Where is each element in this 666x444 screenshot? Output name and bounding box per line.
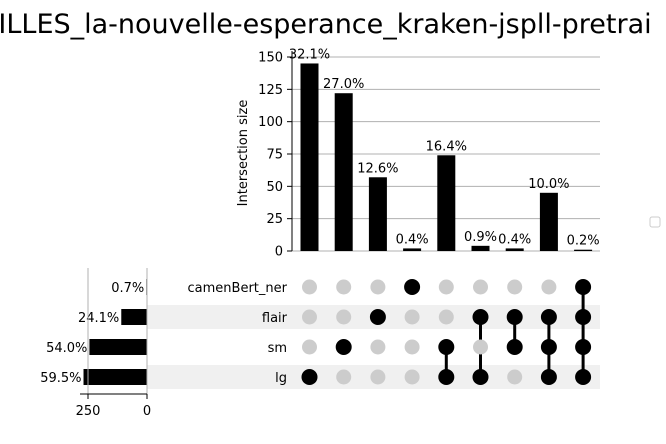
matrix-dot-inactive — [507, 279, 523, 295]
intersection-bar — [334, 93, 353, 251]
matrix-dot-inactive — [404, 339, 420, 355]
y-tick-label: 25 — [266, 212, 283, 227]
bar-data-label: 0.4% — [396, 232, 429, 247]
matrix-dot-active — [575, 369, 592, 385]
set-name-label: sm — [268, 341, 287, 356]
set-size-tick-label: 250 — [76, 404, 101, 419]
matrix-dot-active — [438, 369, 455, 385]
set-name-label: camenBert_ner — [188, 281, 288, 296]
matrix-dot-inactive — [336, 309, 352, 325]
bar-data-label: 0.4% — [498, 232, 531, 247]
bar-data-label: 27.0% — [323, 77, 364, 92]
bar-data-label: 0.9% — [464, 230, 497, 245]
legend-box — [649, 216, 661, 228]
matrix-dot-inactive — [336, 369, 352, 385]
matrix-dot-inactive — [507, 369, 523, 385]
matrix-dot-inactive — [302, 309, 317, 325]
bar-data-label: 16.4% — [426, 139, 467, 154]
set-size-label: 0.7% — [111, 281, 144, 296]
matrix-dot-active — [575, 279, 592, 295]
matrix-dot-active — [404, 279, 421, 295]
bar-data-label: 0.2% — [567, 234, 600, 249]
intersection-bar — [471, 245, 490, 251]
matrix-dot-inactive — [404, 309, 420, 325]
y-tick-label: 75 — [266, 148, 283, 163]
matrix-dot-inactive — [473, 279, 488, 295]
intersection-bar — [403, 248, 422, 251]
bar-data-label: 32.1% — [289, 47, 330, 62]
intersection-bar — [437, 155, 456, 251]
set-size-label: 54.0% — [46, 341, 87, 356]
bar-data-label: 12.6% — [357, 161, 398, 176]
matrix-dot-active — [540, 309, 557, 325]
bar-data-label: 10.0% — [528, 177, 569, 192]
y-tick-label: 0 — [275, 245, 283, 260]
matrix-dot-active — [575, 309, 592, 325]
matrix-dot-inactive — [404, 369, 420, 385]
chart-title: ILLES_la-nouvelle-esperance_kraken-jspll… — [0, 9, 652, 40]
matrix-dot-inactive — [370, 279, 386, 295]
matrix-dot-active — [575, 339, 592, 355]
intersection-bar — [539, 192, 558, 251]
matrix-dot-active — [301, 369, 318, 385]
set-name-label: flair — [262, 311, 288, 326]
y-tick-label: 50 — [266, 180, 283, 195]
intersection-bar — [300, 63, 319, 251]
matrix-dot-active — [472, 309, 489, 325]
y-tick-label: 150 — [258, 51, 283, 66]
matrix-dot-inactive — [438, 279, 454, 295]
y-tick-label: 125 — [258, 83, 283, 98]
matrix-dot-active — [335, 339, 352, 355]
matrix-dot-active — [506, 309, 523, 325]
set-name-label: lg — [275, 371, 287, 386]
matrix-dot-inactive — [438, 309, 454, 325]
matrix-dot-inactive — [473, 339, 488, 355]
matrix-dot-active — [506, 339, 523, 355]
matrix-dot-inactive — [370, 339, 386, 355]
matrix-dot-inactive — [302, 339, 317, 355]
set-size-tick-label: 0 — [143, 404, 151, 419]
matrix-dot-active — [540, 369, 557, 385]
intersection-bar — [505, 248, 524, 251]
set-size-bar — [83, 369, 147, 385]
set-size-bar — [121, 309, 147, 325]
matrix-dot-inactive — [336, 279, 352, 295]
set-size-label: 59.5% — [40, 371, 81, 386]
matrix-dot-active — [472, 369, 489, 385]
matrix-dot-active — [438, 339, 455, 355]
set-size-label: 24.1% — [78, 311, 119, 326]
y-axis-label: Intersection size — [236, 100, 251, 207]
matrix-dot-inactive — [370, 369, 386, 385]
matrix-dot-inactive — [302, 279, 317, 295]
matrix-dot-active — [369, 309, 386, 325]
y-tick-label: 100 — [258, 115, 283, 130]
matrix-dot-active — [540, 339, 557, 355]
set-size-bar — [89, 339, 147, 355]
matrix-dot-inactive — [541, 279, 557, 295]
intersection-bar — [574, 249, 593, 251]
intersection-bar — [368, 177, 387, 251]
